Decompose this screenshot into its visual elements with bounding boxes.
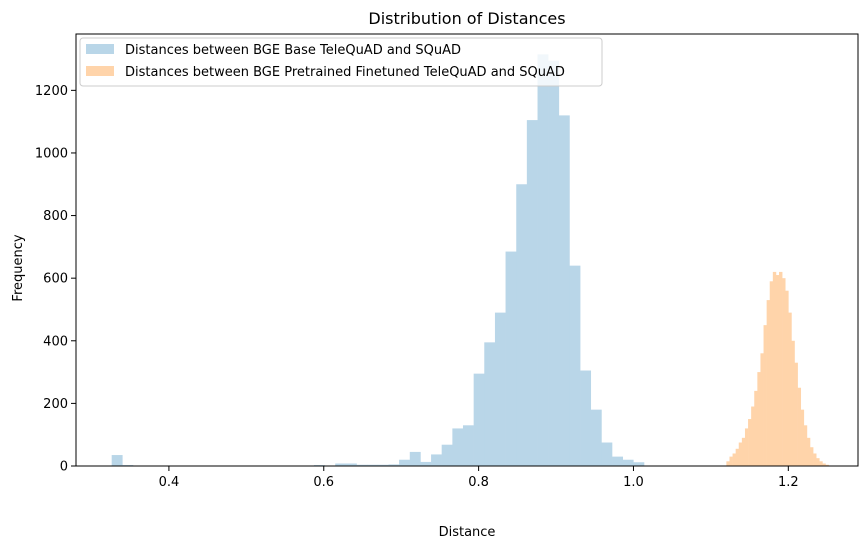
histogram-bar	[738, 442, 743, 466]
histogram-bar	[748, 419, 752, 466]
y-tick-label: 200	[43, 397, 68, 412]
histogram-bar	[569, 265, 581, 466]
histogram-bar	[431, 454, 442, 466]
histogram-bar	[580, 370, 592, 466]
y-tick-label: 800	[43, 209, 68, 224]
histogram-bar	[494, 312, 506, 466]
y-tick-label: 1200	[35, 84, 68, 99]
histogram-bar	[537, 54, 549, 466]
histogram-bar	[726, 461, 730, 466]
histogram-bar	[558, 115, 570, 466]
histogram-bar	[760, 353, 764, 466]
plot-area	[75, 33, 859, 467]
histogram-bar	[505, 251, 517, 466]
histogram-bar	[800, 409, 805, 466]
histogram-bar	[803, 425, 808, 466]
histogram-bar	[825, 464, 829, 466]
histogram-bar	[769, 281, 774, 466]
y-axis-title: Frequency	[11, 234, 26, 301]
y-tick-label: 0	[60, 460, 68, 475]
histogram-bar	[791, 340, 795, 466]
histogram-bar	[452, 428, 464, 466]
histogram-bar	[763, 325, 767, 466]
histogram-bar	[548, 60, 560, 467]
histogram-bar	[813, 453, 817, 466]
legend-label-finetuned: Distances between BGE Pretrained Finetun…	[125, 65, 565, 80]
histogram-bar	[526, 120, 538, 466]
x-tick-label: 0.8	[468, 475, 489, 490]
histogram-bar	[516, 184, 528, 466]
series-base-bars	[111, 54, 645, 467]
histogram-bar	[345, 463, 357, 466]
histogram-bar	[633, 462, 645, 466]
histogram-bar	[367, 464, 379, 466]
histogram-bar	[779, 271, 783, 466]
histogram-bar	[335, 463, 347, 466]
histogram-bar	[744, 428, 749, 466]
histogram-bar	[735, 448, 740, 466]
histogram-bar	[377, 464, 389, 466]
histogram-bar	[622, 459, 634, 466]
legend-box	[79, 37, 603, 87]
histogram-bar	[772, 271, 777, 466]
y-axis: 0 200 400 600 800 1000 1200	[35, 84, 76, 475]
histogram-bar	[816, 458, 820, 466]
x-tick-label: 1.0	[623, 475, 644, 490]
histogram-bar	[797, 387, 802, 466]
histogram-bar	[409, 451, 421, 466]
histogram-bar	[782, 278, 786, 466]
histogram-bar	[729, 456, 733, 466]
x-axis: 0.4 0.6 0.8 1.0 1.2	[159, 466, 799, 490]
histogram-bar	[601, 442, 613, 466]
x-axis-title: Distance	[439, 525, 496, 540]
histogram-bar	[484, 342, 496, 466]
histogram-bar	[757, 372, 761, 466]
histogram-bar	[441, 444, 453, 466]
histogram-bar	[732, 453, 736, 466]
legend-label-base: Distances between BGE Base TeleQuAD and …	[125, 43, 461, 58]
histogram-bar	[794, 362, 798, 466]
y-tick-label: 400	[43, 334, 68, 349]
legend-swatch-finetuned	[86, 66, 114, 76]
y-tick-label: 1000	[35, 146, 68, 161]
histogram-bar	[751, 406, 755, 466]
histogram-bar	[775, 275, 780, 466]
legend: Distances between BGE Base TeleQuAD and …	[79, 37, 603, 87]
y-tick-label: 600	[43, 272, 68, 287]
histogram-bar	[785, 290, 789, 466]
x-tick-label: 1.2	[778, 475, 799, 490]
histogram-bar	[420, 461, 432, 466]
histogram-bar	[754, 390, 758, 466]
histogram-bar	[788, 312, 792, 466]
legend-swatch-base	[86, 44, 114, 54]
x-tick-label: 0.6	[313, 475, 334, 490]
plot-frame	[75, 33, 859, 467]
x-tick-label: 0.4	[159, 475, 180, 490]
chart-title: Distribution of Distances	[368, 9, 565, 28]
histogram-bar	[806, 437, 811, 466]
histogram-bar	[590, 409, 602, 466]
histogram-bar	[741, 437, 746, 466]
histogram-bar	[822, 463, 826, 466]
histogram-bar	[462, 425, 474, 466]
histogram-bar	[356, 464, 368, 466]
histogram-bar	[473, 373, 485, 466]
series-finetuned-bars	[726, 271, 829, 466]
histogram-bar	[766, 300, 771, 466]
histogram-bar	[612, 456, 623, 466]
histogram-bar	[111, 455, 123, 466]
histogram-bar	[810, 447, 814, 466]
histogram-bar	[399, 459, 411, 466]
histogram-bar	[819, 461, 823, 466]
histogram-bar	[388, 464, 400, 466]
